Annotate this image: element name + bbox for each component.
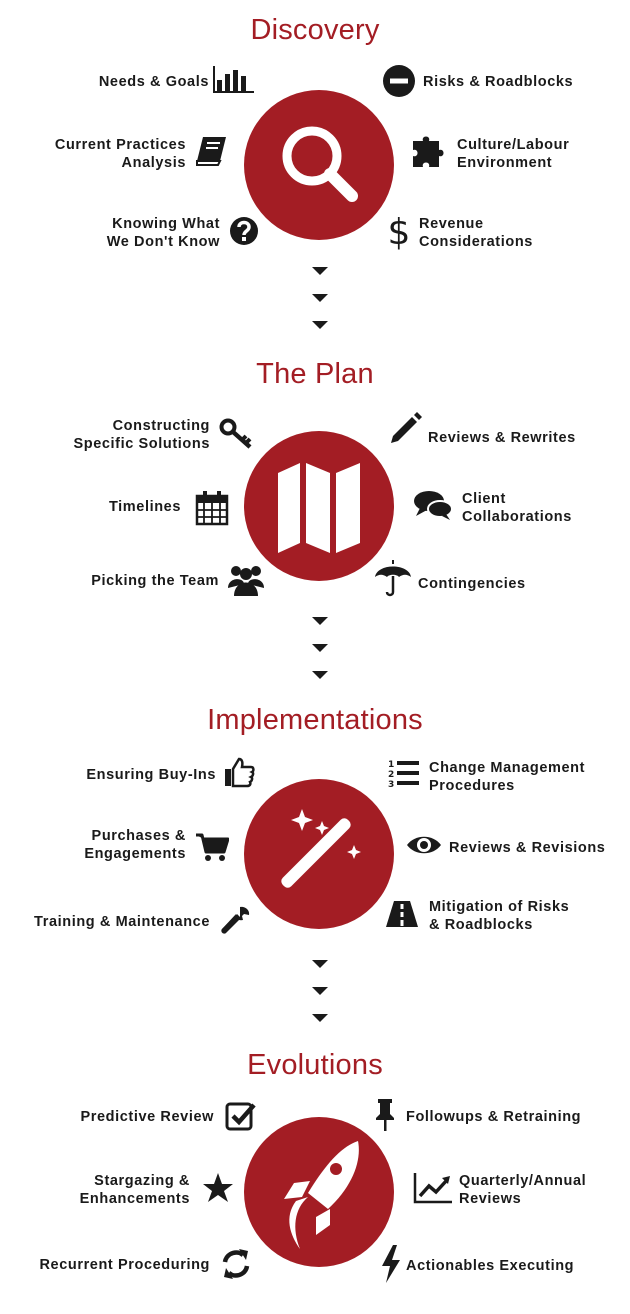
key-icon [219,418,255,450]
magnifier-icon [282,126,358,202]
svg-text:2: 2 [388,770,394,780]
item-ensuring-buy-ins: Ensuring Buy-Ins [86,767,216,783]
item-quarterly: Quarterly/Annual Reviews [459,1173,587,1207]
checkbox-icon [225,1100,257,1132]
section-implementations: Implementations Ensuring Buy-Ins Purchas… [34,704,606,1041]
refresh-icon [220,1248,252,1280]
map-icon [278,463,360,553]
magic-wand-icon [281,809,361,888]
item-reviews-revisions: Reviews & Revisions [449,840,606,856]
flow-arrows [308,960,332,1041]
item-purchases: Purchases & Engagements [84,828,186,862]
section-title: Implementations [207,704,423,736]
item-contingencies: Contingencies [418,576,526,592]
down-arrow-icon [312,617,328,625]
item-reviews-rewrites: Reviews & Rewrites [428,430,576,446]
down-arrow-icon [312,294,328,302]
item-risks-roadblocks: Risks & Roadblocks [423,74,574,90]
down-arrow-icon [312,671,328,679]
item-needs-goals: Needs & Goals [98,74,209,90]
rocket-icon [284,1141,359,1249]
down-arrow-icon [312,644,328,652]
book-icon [194,134,228,168]
item-current-practices: Current Practices Analysis [54,137,186,171]
star-icon [202,1172,234,1204]
calendar-icon [195,490,229,526]
eye-icon [406,833,442,857]
section-the-plan: The Plan Constructing Specific Solutions… [73,358,576,698]
section-title: The Plan [256,358,374,390]
item-mitigation: Mitigation of Risks & Roadblocks [429,899,570,933]
center-circle [244,431,394,581]
pencil-icon [388,410,424,446]
item-training: Training & Maintenance [34,914,210,930]
center-circle [244,1117,394,1267]
item-timelines: Timelines [108,499,181,515]
team-icon [227,562,265,596]
item-change-mgmt: Change Management Procedures [429,760,586,794]
flow-arrows [308,267,332,348]
wrench-icon [219,905,251,937]
svg-text:$: $ [388,212,410,252]
down-arrow-icon [312,1014,328,1022]
section-discovery: Discovery Needs & Goals Current Practice… [0,0,630,340]
dollar-icon: $ [388,210,410,252]
down-arrow-icon [312,960,328,968]
item-recurrent: Recurrent Proceduring [39,1257,210,1273]
item-actionables: Actionables Executing [406,1258,575,1274]
item-followups: Followups & Retraining [406,1109,582,1125]
cart-icon [195,832,229,862]
svg-text:3: 3 [388,780,394,790]
lightning-icon [380,1244,402,1284]
item-stargazing: Stargazing & Enhancements [79,1173,190,1207]
thumbs-up-icon [223,756,255,788]
question-icon [229,216,259,246]
down-arrow-icon [312,321,328,329]
umbrella-icon [374,559,412,599]
item-revenue: Revenue Considerations [419,216,533,250]
item-constructing: Constructing Specific Solutions [73,418,210,452]
svg-text:1: 1 [388,760,394,770]
down-arrow-icon [312,987,328,995]
section-title: Evolutions [247,1049,383,1081]
bar-chart-icon [213,66,255,94]
down-arrow-icon [312,267,328,275]
line-chart-icon [413,1172,453,1204]
item-knowing: Knowing What We Don't Know [106,216,220,250]
center-circle [244,779,394,929]
item-culture: Culture/Labour Environment [457,137,570,171]
chat-icon [412,488,454,522]
numbered-list-icon: 1 2 3 [387,758,421,790]
puzzle-icon [410,133,450,171]
pushpin-icon [373,1097,397,1133]
flow-arrows [308,617,332,698]
item-picking-team: Picking the Team [91,573,219,589]
center-circle [244,90,394,240]
item-predictive-review: Predictive Review [80,1109,214,1125]
section-title: Discovery [250,14,380,46]
minus-circle-icon [382,64,416,98]
road-icon [385,899,419,929]
item-client-collab: Client Collaborations [462,491,572,525]
